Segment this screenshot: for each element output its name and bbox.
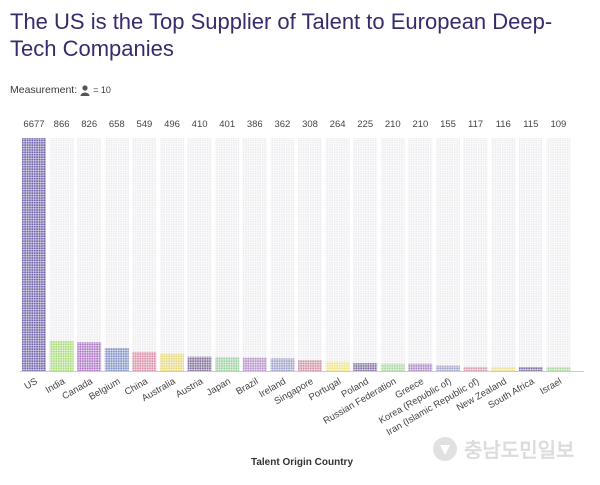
bar-poland — [353, 363, 378, 371]
value-label: 549 — [136, 119, 152, 130]
column-background — [49, 138, 74, 371]
watermark-text: 충남도민일보 — [464, 438, 575, 462]
value-label: 386 — [247, 119, 263, 130]
value-label: 496 — [164, 119, 180, 130]
category-label: US — [23, 376, 40, 392]
bar-singapore — [298, 360, 322, 371]
bar-ireland — [270, 358, 295, 371]
person-icon — [80, 84, 90, 96]
bar-israel — [546, 367, 571, 371]
column-background — [408, 138, 433, 371]
newspaper-watermark: 충남도민일보 — [432, 434, 574, 463]
measurement-label: Measurement: — [10, 84, 78, 96]
column-background — [104, 138, 129, 371]
column-background — [380, 138, 405, 371]
bar-austria — [187, 356, 212, 371]
category-label: Portugal — [307, 376, 343, 403]
column-background — [463, 138, 488, 371]
chart-title: The US is the Top Supplier of Talent to … — [10, 9, 553, 61]
bar-iran-islamic-republic-of- — [463, 366, 488, 371]
column-background — [325, 138, 350, 371]
value-label: 210 — [412, 119, 428, 130]
column-background — [187, 138, 212, 371]
newspaper-logo-icon — [433, 436, 457, 461]
bar-belgium — [104, 348, 129, 371]
value-label: 6677 — [23, 119, 44, 130]
column-background — [215, 138, 240, 371]
column-background — [298, 138, 322, 371]
measurement-unit: = 10 — [93, 85, 111, 95]
value-label: 115 — [523, 119, 538, 130]
bar-greece — [408, 363, 433, 371]
value-label: 264 — [330, 119, 346, 130]
value-label: 155 — [440, 119, 456, 130]
value-label: 225 — [357, 119, 373, 130]
category-label: Belgium — [87, 376, 122, 403]
column-background — [436, 138, 460, 371]
column-background — [353, 138, 378, 371]
value-label: 658 — [109, 119, 125, 130]
column-background — [160, 138, 184, 371]
category-label: Israel — [538, 376, 564, 397]
value-label: 826 — [81, 119, 97, 130]
value-label: 308 — [302, 119, 318, 130]
bar-canada — [77, 342, 102, 371]
bar-new-zealand — [491, 366, 516, 371]
measurement-legend: Measurement: = 10 — [10, 84, 111, 96]
value-label: 362 — [274, 119, 290, 130]
bar-australia — [160, 353, 184, 371]
column-background — [546, 138, 571, 371]
column-background — [132, 138, 157, 371]
bar-south-africa — [518, 366, 543, 371]
column-background — [518, 138, 543, 371]
category-label: Brazil — [234, 376, 260, 397]
bar-portugal — [325, 361, 350, 371]
value-label: 109 — [550, 119, 566, 130]
value-label: 210 — [385, 119, 401, 130]
value-label: 117 — [468, 119, 483, 130]
bar-korea-republic-of- — [436, 365, 460, 371]
column-background — [270, 138, 295, 371]
column-background — [242, 138, 267, 371]
column-background — [77, 138, 102, 371]
category-label: Austria — [174, 376, 206, 401]
bar-us — [22, 138, 46, 371]
bar-russian-federation — [380, 363, 405, 371]
column-background — [491, 138, 516, 371]
bar-china — [132, 351, 157, 371]
bar-brazil — [242, 357, 267, 371]
value-label: 116 — [496, 119, 511, 130]
value-label: 410 — [192, 119, 208, 130]
x-axis-title: Talent Origin Country — [251, 457, 353, 468]
bar-india — [49, 340, 74, 371]
category-label: Japan — [205, 376, 233, 398]
bar-japan — [215, 357, 240, 371]
value-label: 401 — [219, 119, 235, 130]
value-label: 866 — [54, 119, 70, 130]
